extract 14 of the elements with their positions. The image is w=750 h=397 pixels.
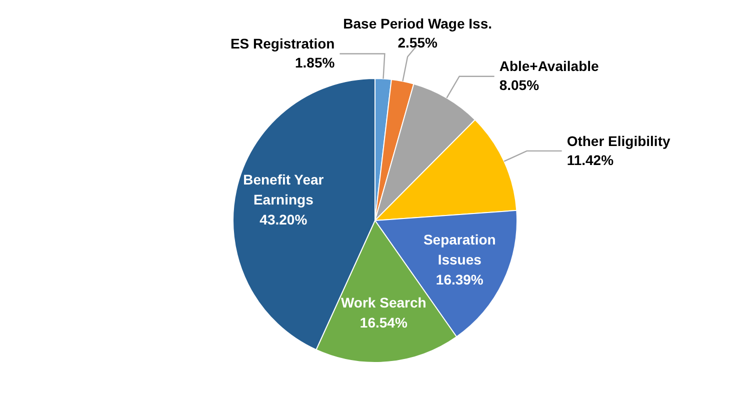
data-label: 16.39% [436,272,484,288]
data-label: 1.85% [294,54,336,71]
data-label: 2.55% [398,34,438,51]
data-label: 16.54% [360,314,408,331]
slice-label: Separation Issues [423,232,496,268]
data-label: 43.20% [260,211,308,228]
slice-label: Benefit Year Earnings [243,171,324,208]
data-label: 11.42% [566,152,614,168]
slice-label: Other Eligibility [566,132,670,149]
slice-label: ES Registration [230,36,335,52]
slice-label: Work Search [340,294,426,311]
data-label: 8.05% [499,77,540,94]
slice-label: Base Period Wage Iss. [343,16,492,32]
slice-label: Able+Available [499,58,600,74]
